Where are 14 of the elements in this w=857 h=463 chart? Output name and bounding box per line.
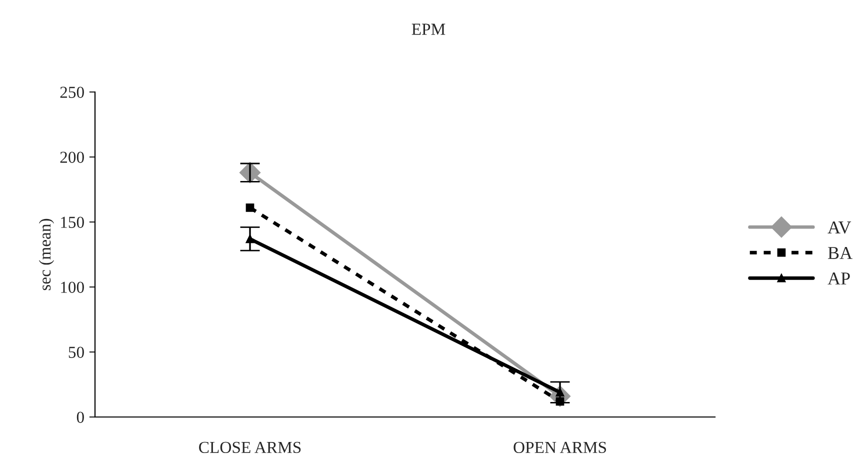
x-tick-label: CLOSE ARMS [199, 442, 301, 454]
y-tick-label: 200 [60, 152, 84, 163]
y-tick-label: 150 [61, 216, 84, 228]
point [246, 204, 254, 212]
legend-label: AV [828, 221, 852, 234]
y-tick-label: 50 [68, 346, 84, 358]
x-tick-label: OPEN ARMS [514, 442, 606, 454]
y-axis-title: sec (mean) [38, 218, 54, 290]
y-tick-label: 0 [76, 412, 84, 423]
legend-label: BA [828, 246, 852, 259]
legend-label: AP [828, 272, 850, 284]
y-tick-label: 250 [60, 86, 84, 98]
chart-title: EPM [412, 24, 446, 35]
y-tick-label: 100 [61, 282, 84, 293]
